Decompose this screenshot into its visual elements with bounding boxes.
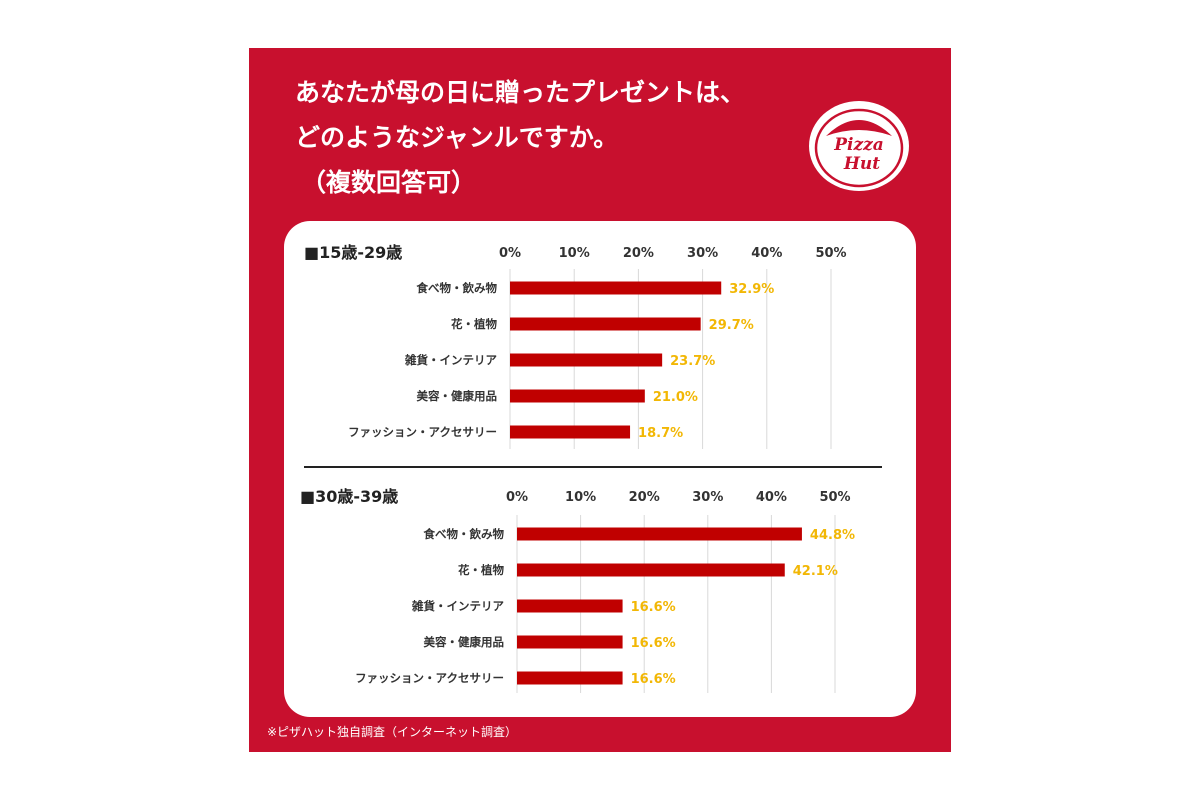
chart-1-title: ■15歳-29歳	[304, 243, 402, 262]
title-line-3: （複数回答可）	[301, 168, 477, 197]
chart-1-tick-label: 0%	[499, 246, 521, 261]
chart-2-category-label: 花・植物	[458, 563, 504, 577]
chart-1-tick-label: 40%	[751, 246, 782, 261]
chart-2-category-label: ファッション・アクセサリー	[355, 671, 504, 685]
infographic-poster: あなたが母の日に贈ったプレゼントは、 どのようなジャンルですか。 （複数回答可）…	[249, 48, 951, 752]
chart-1-category-label: 雑貨・インテリア	[404, 353, 497, 367]
chart-2-bar	[517, 599, 623, 613]
chart-2-tick-label: 0%	[506, 490, 528, 505]
chart-1-value-label: 23.7%	[670, 354, 715, 369]
chart-1-tick-label: 10%	[559, 246, 590, 261]
title-line-2: どのようなジャンルですか。	[295, 123, 619, 152]
chart-2-title: ■30歳-39歳	[300, 487, 398, 506]
title-line-1: あなたが母の日に贈ったプレゼントは、	[295, 78, 746, 107]
chart-2-bar	[517, 563, 785, 577]
chart-2-category-label: 食べ物・飲み物	[424, 527, 505, 541]
chart-2-tick-label: 40%	[756, 490, 787, 505]
chart-1-category-label: 美容・健康用品	[417, 389, 498, 403]
chart-1-tick-label: 30%	[687, 246, 718, 261]
chart-panel: ■15歳-29歳 0% 10% 20% 30% 40% 50% 食べ物・飲み物 32.9% 花・植…	[284, 221, 916, 717]
chart-1-value-label: 32.9%	[729, 282, 774, 297]
chart-2-bar	[517, 635, 623, 649]
chart-1-category-label: 食べ物・飲み物	[417, 281, 498, 295]
chart-1-value-label: 29.7%	[709, 318, 754, 333]
chart-svg: ■15歳-29歳 0% 10% 20% 30% 40% 50% 食べ物・飲み物 32.9% 花・植…	[300, 243, 882, 693]
chart-2-value-label: 16.6%	[631, 672, 676, 687]
source-note: ※ピザハット独自調査（インターネット調査）	[267, 725, 518, 739]
chart-2-bar	[517, 527, 802, 541]
chart-1-bar	[510, 425, 631, 439]
chart-1-category-label: 花・植物	[451, 317, 497, 331]
pizza-hut-logo: Pizza Hut	[809, 101, 909, 191]
chart-2-category-label: 美容・健康用品	[424, 635, 505, 649]
chart-2-tick-label: 50%	[819, 490, 850, 505]
chart-1-bar	[510, 281, 722, 295]
chart-2-value-label: 16.6%	[631, 600, 676, 615]
chart-1-bar	[510, 389, 645, 403]
chart-2-bar	[517, 671, 623, 685]
logo-text-line2: Hut	[843, 154, 880, 174]
chart-1-category-label: ファッション・アクセサリー	[348, 425, 497, 439]
chart-2-value-label: 16.6%	[631, 636, 676, 651]
chart-2-value-label: 44.8%	[810, 528, 855, 543]
chart-1-value-label: 21.0%	[653, 390, 698, 405]
chart-1-tick-label: 20%	[623, 246, 654, 261]
chart-1-tick-label: 50%	[815, 246, 846, 261]
chart-2-value-label: 42.1%	[793, 564, 838, 579]
chart-1-bar	[510, 353, 663, 367]
chart-2-tick-label: 30%	[692, 490, 723, 505]
chart-1-value-label: 18.7%	[638, 426, 683, 441]
chart-2-category-label: 雑貨・インテリア	[411, 599, 504, 613]
logo-text-line1: Pizza	[833, 135, 884, 155]
chart-1-bar	[510, 317, 701, 331]
chart-2-tick-label: 20%	[629, 490, 660, 505]
chart-2-tick-label: 10%	[565, 490, 596, 505]
